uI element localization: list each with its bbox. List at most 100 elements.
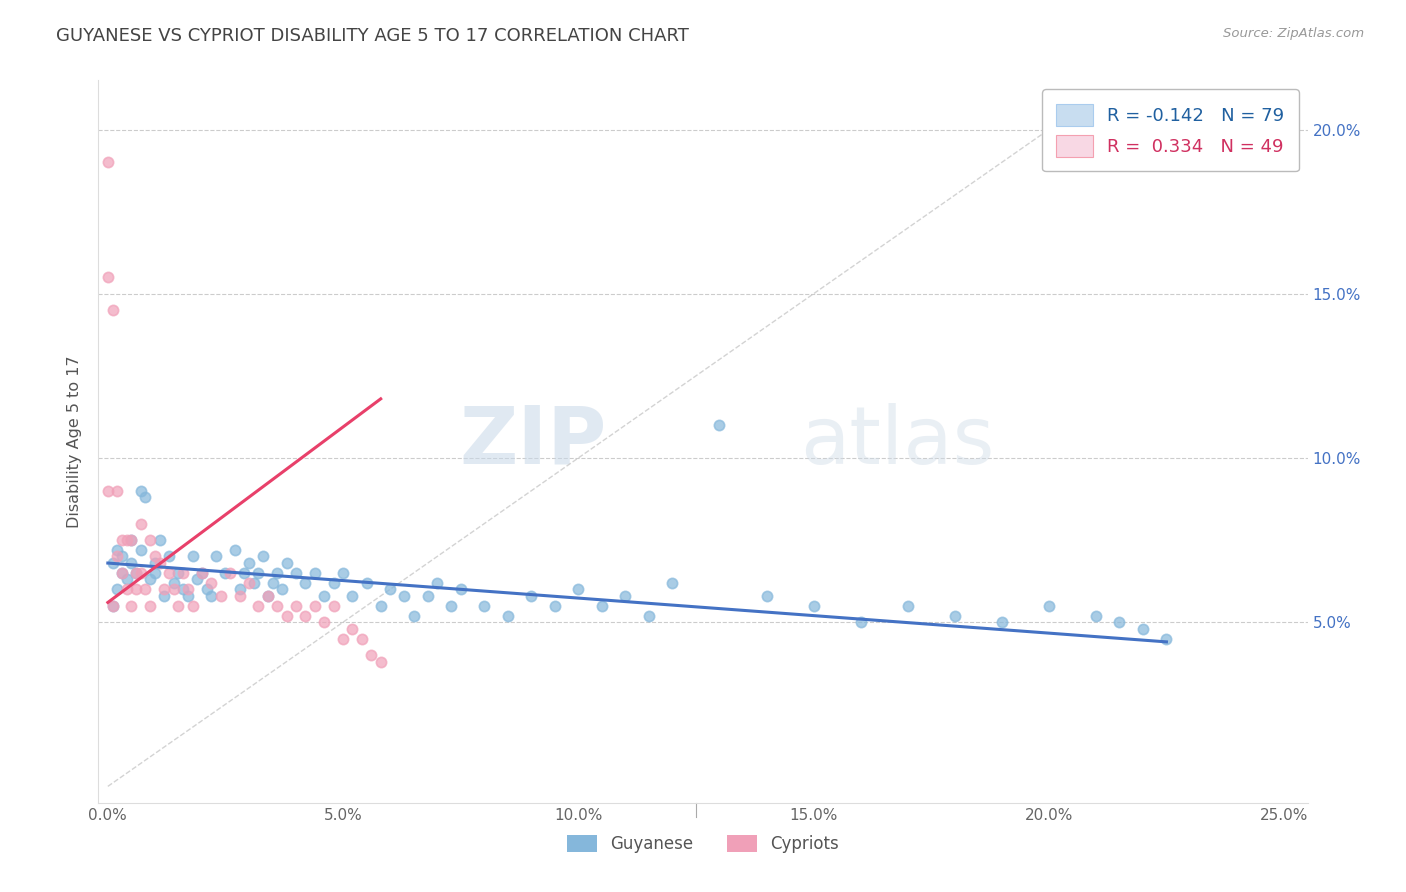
- Point: [402, 608, 425, 623]
- Point: [252, 549, 274, 564]
- Point: [111, 533, 134, 547]
- Point: [342, 589, 364, 603]
- Point: [224, 542, 246, 557]
- Point: [1038, 599, 1060, 613]
- Point: [120, 533, 142, 547]
- Point: [209, 589, 232, 603]
- Point: [163, 575, 186, 590]
- Text: GUYANESE VS CYPRIOT DISABILITY AGE 5 TO 17 CORRELATION CHART: GUYANESE VS CYPRIOT DISABILITY AGE 5 TO …: [56, 27, 689, 45]
- Point: [304, 599, 326, 613]
- Point: [195, 582, 218, 597]
- Point: [266, 566, 288, 580]
- Point: [416, 589, 439, 603]
- Point: [242, 575, 264, 590]
- Point: [101, 303, 124, 318]
- Point: [191, 566, 214, 580]
- Point: [271, 582, 294, 597]
- Point: [120, 556, 142, 570]
- Point: [496, 608, 519, 623]
- Point: [440, 599, 463, 613]
- Y-axis label: Disability Age 5 to 17: Disability Age 5 to 17: [67, 355, 83, 528]
- Point: [105, 542, 128, 557]
- Point: [129, 516, 152, 531]
- Point: [238, 575, 260, 590]
- Point: [238, 556, 260, 570]
- Point: [332, 566, 354, 580]
- Point: [472, 599, 495, 613]
- Point: [129, 566, 152, 580]
- Point: [115, 533, 138, 547]
- Point: [567, 582, 589, 597]
- Point: [247, 599, 270, 613]
- Point: [276, 556, 298, 570]
- Point: [129, 483, 152, 498]
- Point: [111, 566, 134, 580]
- Point: [205, 549, 228, 564]
- Point: [120, 599, 142, 613]
- Point: [332, 632, 354, 646]
- Point: [125, 566, 148, 580]
- Point: [322, 599, 344, 613]
- Text: Source: ZipAtlas.com: Source: ZipAtlas.com: [1223, 27, 1364, 40]
- Point: [143, 549, 166, 564]
- Point: [163, 582, 186, 597]
- Point: [803, 599, 825, 613]
- Point: [115, 582, 138, 597]
- Text: ZIP: ZIP: [458, 402, 606, 481]
- Point: [200, 575, 222, 590]
- Point: [544, 599, 567, 613]
- Point: [181, 549, 204, 564]
- Point: [139, 599, 162, 613]
- Point: [314, 589, 336, 603]
- Point: [661, 575, 683, 590]
- Point: [1156, 632, 1178, 646]
- Point: [177, 589, 200, 603]
- Point: [153, 589, 176, 603]
- Point: [120, 533, 142, 547]
- Point: [370, 655, 392, 669]
- Point: [219, 566, 242, 580]
- Point: [228, 589, 250, 603]
- Point: [228, 582, 250, 597]
- Point: [360, 648, 382, 662]
- Point: [115, 573, 138, 587]
- Point: [709, 418, 731, 433]
- Point: [1108, 615, 1130, 630]
- Point: [614, 589, 637, 603]
- Point: [149, 533, 172, 547]
- Point: [111, 549, 134, 564]
- Legend: Guyanese, Cypriots: Guyanese, Cypriots: [561, 828, 845, 860]
- Point: [191, 566, 214, 580]
- Point: [143, 566, 166, 580]
- Point: [105, 483, 128, 498]
- Point: [262, 575, 284, 590]
- Point: [111, 566, 134, 580]
- Point: [139, 533, 162, 547]
- Point: [157, 566, 180, 580]
- Point: [370, 599, 392, 613]
- Point: [177, 582, 200, 597]
- Point: [233, 566, 256, 580]
- Point: [285, 566, 308, 580]
- Point: [97, 155, 120, 169]
- Point: [638, 608, 661, 623]
- Point: [426, 575, 449, 590]
- Point: [897, 599, 920, 613]
- Point: [314, 615, 336, 630]
- Point: [97, 483, 120, 498]
- Point: [990, 615, 1012, 630]
- Point: [101, 599, 124, 613]
- Point: [105, 582, 128, 597]
- Point: [520, 589, 543, 603]
- Point: [342, 622, 364, 636]
- Point: [266, 599, 288, 613]
- Point: [181, 599, 204, 613]
- Point: [256, 589, 278, 603]
- Point: [167, 566, 190, 580]
- Point: [172, 582, 194, 597]
- Point: [322, 575, 344, 590]
- Point: [943, 608, 966, 623]
- Point: [200, 589, 222, 603]
- Point: [134, 582, 156, 597]
- Point: [591, 599, 613, 613]
